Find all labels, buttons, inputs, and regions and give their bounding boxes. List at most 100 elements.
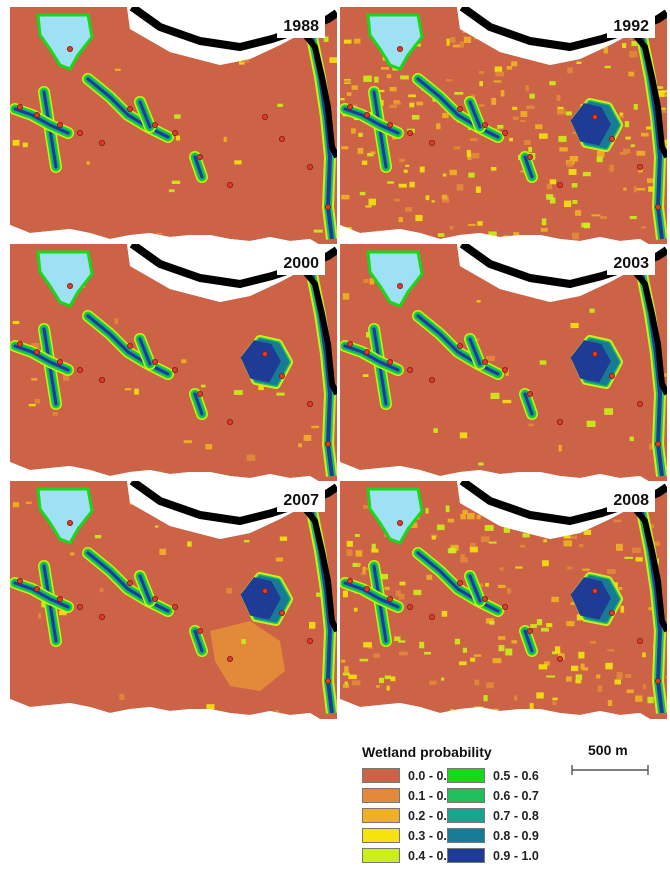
raster-speckle bbox=[405, 164, 410, 167]
raster-speckle bbox=[389, 104, 397, 109]
raster-speckle bbox=[658, 107, 666, 111]
raster-speckle bbox=[441, 677, 445, 681]
raster-speckle bbox=[482, 234, 490, 238]
raster-speckle bbox=[159, 548, 167, 555]
raster-speckle bbox=[384, 586, 390, 591]
raster-speckle bbox=[409, 102, 415, 108]
map-panel-2008: 2008 bbox=[340, 481, 667, 719]
raster-speckle bbox=[489, 620, 495, 625]
sample-point bbox=[654, 440, 661, 447]
raster-speckle bbox=[436, 524, 445, 531]
year-label: 2000 bbox=[277, 253, 325, 275]
sample-point bbox=[151, 359, 158, 366]
raster-speckle bbox=[114, 318, 119, 325]
raster-speckle bbox=[355, 550, 363, 557]
raster-speckle bbox=[490, 392, 500, 399]
raster-speckle bbox=[539, 264, 549, 271]
raster-speckle bbox=[493, 708, 499, 715]
raster-speckle bbox=[353, 607, 358, 612]
raster-speckle bbox=[564, 200, 572, 208]
raster-speckle bbox=[506, 588, 512, 594]
year-label: 2007 bbox=[277, 490, 325, 512]
raster-speckle bbox=[460, 513, 466, 520]
sample-point bbox=[127, 106, 134, 113]
sample-point bbox=[481, 122, 488, 129]
raster-speckle bbox=[607, 649, 615, 652]
sample-point bbox=[196, 153, 203, 160]
raster-speckle bbox=[632, 547, 641, 553]
raster-speckle bbox=[483, 695, 488, 702]
raster-speckle bbox=[474, 235, 482, 242]
raster-speckle bbox=[484, 525, 494, 531]
raster-speckle bbox=[479, 71, 484, 74]
raster-speckle bbox=[485, 618, 494, 624]
raster-speckle bbox=[649, 524, 655, 529]
legend-item: 0.6 - 0.7 bbox=[447, 788, 539, 803]
raster-speckle bbox=[99, 588, 104, 593]
raster-speckle bbox=[582, 568, 590, 571]
sample-point bbox=[363, 112, 370, 119]
wetland-strip bbox=[343, 107, 400, 135]
raster-speckle bbox=[578, 651, 585, 659]
raster-speckle bbox=[31, 342, 40, 349]
raster-speckle bbox=[409, 181, 415, 188]
raster-speckle bbox=[373, 653, 380, 658]
sample-point bbox=[526, 153, 533, 160]
sample-point bbox=[654, 677, 661, 684]
sample-point bbox=[591, 588, 598, 595]
raster-speckle bbox=[575, 210, 582, 216]
raster-speckle bbox=[499, 567, 504, 571]
wetland-strip bbox=[13, 107, 70, 135]
raster-speckle bbox=[636, 188, 646, 191]
raster-speckle bbox=[316, 592, 323, 597]
raster-speckle bbox=[572, 200, 578, 204]
raster-speckle bbox=[408, 94, 416, 98]
raster-speckle bbox=[491, 507, 496, 511]
raster-speckle bbox=[488, 541, 497, 544]
raster-speckle bbox=[419, 166, 425, 173]
raster-speckle bbox=[622, 43, 627, 48]
raster-speckle bbox=[387, 181, 394, 184]
raster-speckle bbox=[519, 120, 526, 123]
raster-speckle bbox=[539, 360, 547, 365]
raster-speckle bbox=[479, 104, 485, 107]
raster-speckle bbox=[361, 572, 367, 576]
raster-speckle bbox=[624, 556, 633, 559]
raster-speckle bbox=[503, 235, 511, 242]
legend-label: 0.5 - 0.6 bbox=[493, 768, 539, 783]
raster-speckle bbox=[563, 533, 571, 539]
raster-speckle bbox=[351, 128, 356, 134]
raster-speckle bbox=[463, 36, 472, 43]
sample-point bbox=[608, 135, 615, 142]
lake bbox=[36, 250, 94, 308]
raster-speckle bbox=[449, 169, 457, 176]
raster-speckle bbox=[456, 184, 464, 191]
sample-point bbox=[324, 677, 331, 684]
raster-speckle bbox=[475, 186, 481, 193]
sample-point bbox=[57, 122, 64, 129]
raster-speckle bbox=[546, 623, 553, 628]
raster-speckle bbox=[493, 80, 502, 83]
raster-speckle bbox=[425, 195, 430, 201]
raster-speckle bbox=[329, 57, 337, 63]
raster-speckle bbox=[411, 236, 417, 239]
raster-speckle bbox=[157, 471, 163, 479]
raster-speckle bbox=[633, 186, 637, 193]
raster-speckle bbox=[363, 279, 369, 283]
sample-point bbox=[151, 122, 158, 129]
raster-speckle bbox=[598, 28, 604, 33]
sample-point bbox=[261, 588, 268, 595]
raster-speckle bbox=[566, 621, 575, 627]
raster-speckle bbox=[625, 674, 632, 678]
raster-speckle bbox=[658, 90, 665, 97]
year-label: 2003 bbox=[607, 253, 655, 275]
raster-speckle bbox=[395, 590, 401, 597]
raster-speckle bbox=[174, 114, 181, 119]
raster-speckle bbox=[400, 75, 409, 80]
raster-speckle bbox=[63, 374, 70, 381]
raster-speckle bbox=[646, 126, 654, 130]
raster-speckle bbox=[351, 680, 361, 686]
legend-swatch bbox=[362, 808, 400, 823]
raster-speckle bbox=[354, 534, 360, 537]
river bbox=[627, 27, 667, 159]
